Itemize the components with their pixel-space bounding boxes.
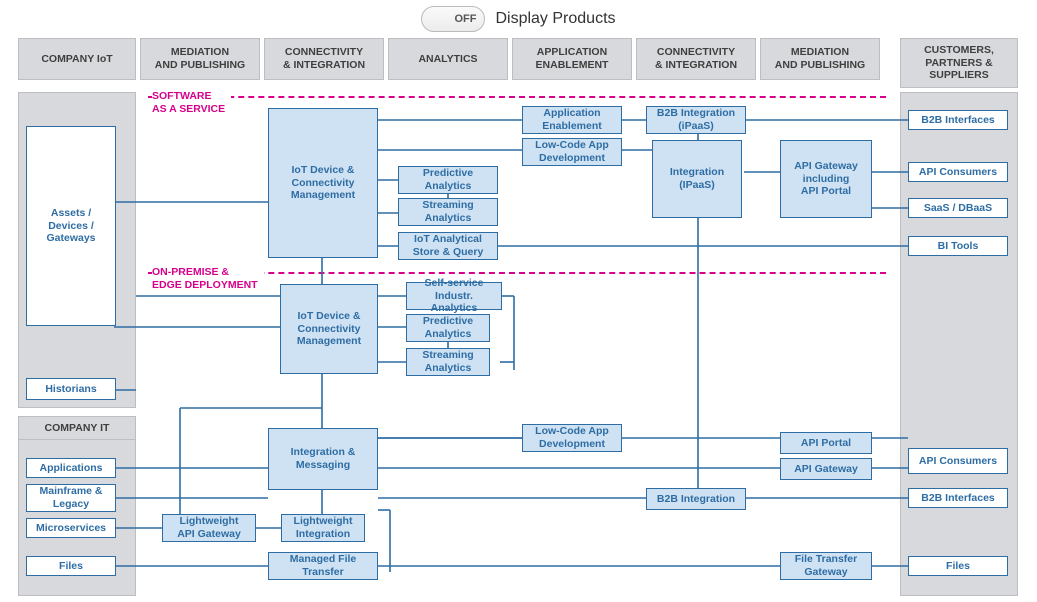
node-integration-messaging: Integration &Messaging <box>268 428 378 490</box>
box-saas-dbaas: SaaS / DBaaS <box>908 198 1008 218</box>
node-app-enablement: ApplicationEnablement <box>522 106 622 134</box>
node-predictive-onprem: PredictiveAnalytics <box>406 314 490 342</box>
node-b2b-integration: B2B Integration <box>646 488 746 510</box>
node-b2b-ipaas: B2B Integration(iPaaS) <box>646 106 746 134</box>
saas-label: SOFTWAREAS A SERVICE <box>152 90 231 115</box>
col-mediation-1: MEDIATIONAND PUBLISHING <box>140 38 260 80</box>
node-managed-file-transfer: Managed FileTransfer <box>268 552 378 580</box>
col-connectivity-1: CONNECTIVITY& INTEGRATION <box>264 38 384 80</box>
box-files-right: Files <box>908 556 1008 576</box>
toggle-label: Display Products <box>495 10 615 28</box>
node-self-service-analytics: Self-serviceIndustr. Analytics <box>406 282 502 310</box>
node-predictive-saas: PredictiveAnalytics <box>398 166 498 194</box>
node-api-gateway-portal: API GatewayincludingAPI Portal <box>780 140 872 218</box>
box-api-consumers-1: API Consumers <box>908 162 1008 182</box>
box-historians: Historians <box>26 378 116 400</box>
node-streaming-onprem: StreamingAnalytics <box>406 348 490 376</box>
node-streaming-saas: StreamingAnalytics <box>398 198 498 226</box>
node-api-gateway: API Gateway <box>780 458 872 480</box>
col-connectivity-2: CONNECTIVITY& INTEGRATION <box>636 38 756 80</box>
node-file-transfer-gateway: File TransferGateway <box>780 552 872 580</box>
display-products-toggle[interactable]: OFF <box>421 6 485 32</box>
node-lightweight-integration: LightweightIntegration <box>281 514 365 542</box>
box-files-left: Files <box>26 556 116 576</box>
node-lightweight-api-gateway: LightweightAPI Gateway <box>162 514 256 542</box>
col-analytics: ANALYTICS <box>388 38 508 80</box>
node-ipaas: Integration(IPaaS) <box>652 140 742 218</box>
box-mainframe: Mainframe &Legacy <box>26 484 116 512</box>
box-b2b-interfaces-1: B2B Interfaces <box>908 110 1008 130</box>
saas-divider <box>148 96 886 98</box>
toggle-row: OFF Display Products <box>0 6 1037 32</box>
node-lowcode-saas: Low-Code AppDevelopment <box>522 138 622 166</box>
col-app-enablement: APPLICATIONENABLEMENT <box>512 38 632 80</box>
col-customers: CUSTOMERS,PARTNERS &SUPPLIERS <box>900 38 1018 88</box>
box-api-consumers-2: API Consumers <box>908 448 1008 474</box>
box-b2b-interfaces-2: B2B Interfaces <box>908 488 1008 508</box>
onprem-label: ON-PREMISE &EDGE DEPLOYMENT <box>152 266 264 291</box>
col-company-iot: COMPANY IoT <box>18 38 136 80</box>
box-applications: Applications <box>26 458 116 478</box>
node-api-portal: API Portal <box>780 432 872 454</box>
box-assets-devices-gateways: Assets /Devices /Gateways <box>26 126 116 326</box>
col-mediation-2: MEDIATIONAND PUBLISHING <box>760 38 880 80</box>
box-bi-tools: BI Tools <box>908 236 1008 256</box>
node-iot-store: IoT AnalyticalStore & Query <box>398 232 498 260</box>
node-iot-mgmt-onprem: IoT Device &ConnectivityManagement <box>280 284 378 374</box>
company-it-header: COMPANY IT <box>18 416 136 440</box>
architecture-diagram: OFF Display Products COMPANY IoT MEDIATI… <box>0 0 1037 602</box>
box-microservices: Microservices <box>26 518 116 538</box>
node-iot-mgmt-saas: IoT Device &ConnectivityManagement <box>268 108 378 258</box>
node-lowcode-it: Low-Code AppDevelopment <box>522 424 622 452</box>
